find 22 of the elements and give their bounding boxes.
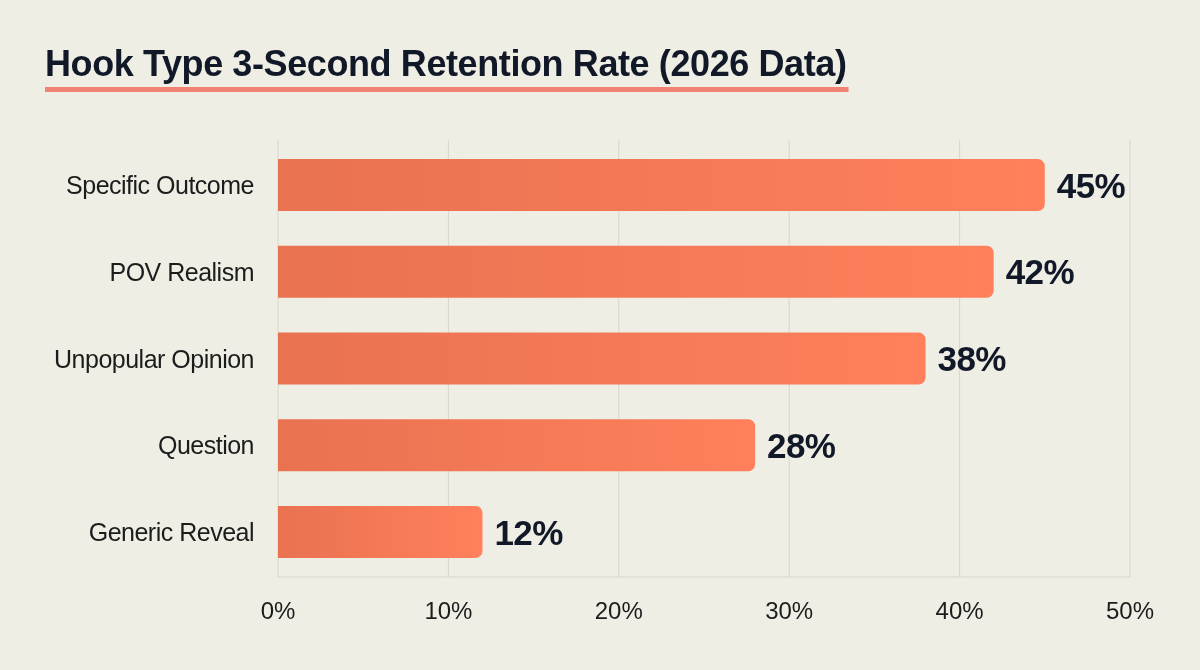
- x-tick-label: 40%: [935, 597, 984, 624]
- y-tick-label: POV Realism: [109, 257, 254, 286]
- data-label: 45%: [1056, 165, 1126, 205]
- bar: [278, 332, 926, 385]
- bar: [278, 505, 483, 558]
- y-tick-label: Unpopular Opinion: [54, 344, 254, 373]
- chart-title: Hook Type 3-Second Retention Rate (2026 Data): [45, 43, 847, 84]
- x-tick-label: 20%: [594, 597, 643, 624]
- bar: [278, 159, 1045, 212]
- data-label: 28%: [767, 425, 836, 465]
- y-tick-label: Specific Outcome: [66, 171, 254, 200]
- x-tick-label: 50%: [1105, 597, 1155, 624]
- data-label: 12%: [494, 512, 564, 552]
- x-tick-label: 0%: [260, 597, 296, 624]
- x-tick-label: 10%: [424, 597, 473, 624]
- data-label: 42%: [1005, 252, 1075, 292]
- y-tick-label: Generic Reveal: [88, 517, 254, 546]
- data-label: 38%: [937, 339, 1007, 379]
- bar: [278, 245, 994, 298]
- bar: [278, 419, 756, 472]
- x-tick-label: 30%: [765, 597, 814, 624]
- y-tick-label: Question: [157, 431, 254, 460]
